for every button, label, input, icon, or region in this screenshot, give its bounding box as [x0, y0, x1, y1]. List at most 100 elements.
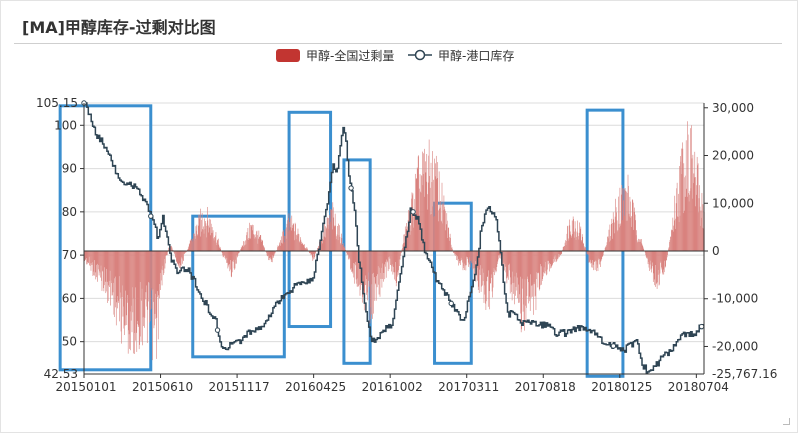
bar — [185, 250, 187, 253]
bar — [94, 250, 95, 276]
bar — [348, 250, 350, 259]
bar — [511, 250, 513, 301]
bar — [369, 250, 371, 324]
bar — [351, 250, 352, 272]
bar — [479, 250, 480, 270]
bar — [226, 250, 227, 263]
bar — [96, 250, 98, 278]
bar — [259, 235, 261, 251]
bar — [91, 250, 92, 264]
bar — [246, 235, 247, 251]
bar — [336, 236, 337, 251]
bar — [536, 250, 537, 280]
bar — [556, 250, 558, 261]
bar — [206, 225, 208, 251]
bar — [488, 250, 490, 292]
bar — [490, 250, 491, 284]
bar — [474, 250, 476, 269]
bar — [290, 227, 292, 251]
bar — [281, 243, 283, 251]
bar — [332, 207, 334, 251]
bar — [621, 220, 623, 251]
bar — [622, 188, 624, 251]
bar — [424, 196, 426, 251]
bar — [422, 185, 424, 251]
bar — [608, 238, 609, 251]
bar — [544, 250, 545, 274]
bar — [322, 238, 324, 251]
bar — [577, 232, 579, 251]
bar — [173, 250, 175, 253]
bar — [691, 158, 693, 251]
bar — [378, 250, 379, 285]
bar — [356, 250, 358, 287]
bar — [554, 250, 555, 262]
bar — [336, 234, 338, 251]
bar — [129, 250, 131, 312]
bar — [655, 250, 657, 283]
bar — [457, 250, 459, 259]
bar — [301, 243, 303, 251]
bar — [649, 250, 650, 271]
bar — [365, 250, 367, 280]
bar — [627, 174, 629, 251]
bar — [602, 250, 604, 256]
bar — [145, 250, 147, 293]
bar — [605, 246, 607, 251]
bar — [222, 250, 224, 258]
legend-bar-label: 甲醇-全国过剩量 — [306, 48, 394, 63]
bar — [492, 250, 494, 288]
bar — [180, 250, 181, 270]
bar — [673, 220, 675, 251]
bar — [529, 250, 531, 302]
bar — [374, 250, 376, 284]
bar — [569, 231, 571, 251]
bar — [351, 250, 353, 269]
bar — [695, 177, 697, 251]
bar — [274, 250, 276, 254]
bar — [611, 223, 612, 251]
resize-handle-icon[interactable] — [783, 418, 790, 425]
bar — [459, 250, 461, 261]
bar — [606, 245, 607, 251]
bar — [488, 250, 490, 271]
bar — [543, 250, 544, 273]
bar — [521, 250, 523, 279]
bar — [434, 216, 436, 251]
bar — [314, 250, 315, 257]
bar — [261, 239, 263, 251]
bar — [246, 232, 248, 251]
bar — [545, 250, 546, 262]
bar — [184, 250, 186, 254]
bar — [285, 229, 286, 251]
bar — [683, 163, 685, 251]
bar — [291, 225, 293, 251]
bar — [328, 218, 329, 251]
bar — [497, 250, 499, 262]
bar — [680, 161, 682, 251]
bar — [376, 250, 377, 277]
bar — [140, 250, 141, 337]
bar — [582, 242, 584, 251]
bar — [383, 250, 385, 265]
bar — [269, 250, 270, 259]
bar — [394, 250, 396, 263]
bar — [279, 242, 280, 251]
bar — [393, 250, 394, 273]
bar — [325, 227, 327, 251]
legend[interactable]: 甲醇-全国过剩量 甲醇-港口库存 — [276, 48, 514, 63]
bar — [148, 250, 150, 282]
bar — [228, 250, 229, 267]
bar — [515, 250, 517, 287]
bar — [493, 250, 494, 273]
line-point — [214, 327, 221, 333]
bar — [171, 245, 172, 251]
bar — [552, 250, 554, 259]
bar — [550, 250, 552, 269]
bar — [701, 192, 703, 251]
bar — [100, 250, 101, 278]
bar — [84, 250, 86, 261]
bar — [578, 239, 580, 251]
bar — [127, 250, 129, 354]
bar — [245, 240, 246, 251]
